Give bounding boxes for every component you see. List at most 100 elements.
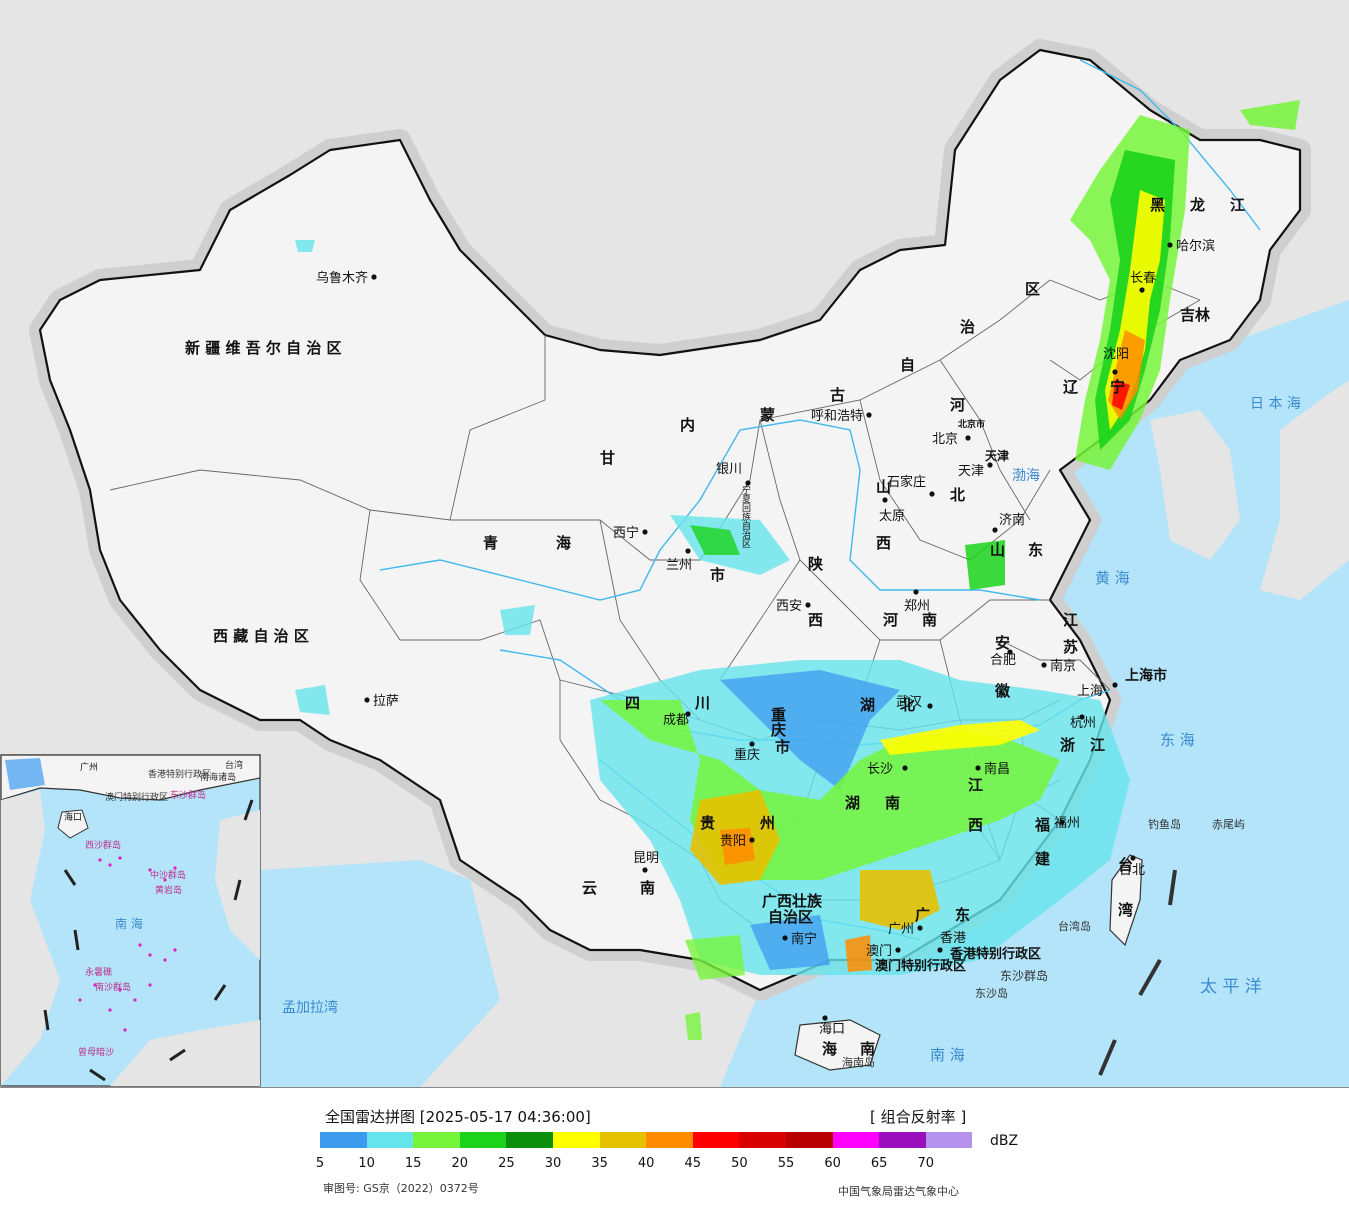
city-label-beijing: 北京 [932, 432, 958, 447]
legend-colorbar [320, 1132, 973, 1148]
province-label-sichuan-1: 四 [625, 694, 640, 712]
legend-swatch [832, 1132, 880, 1148]
city-dot-hangzhou [1079, 714, 1085, 720]
city-label-shijiazhuang: 石家庄 [887, 474, 926, 490]
legend-swatch [459, 1132, 507, 1148]
inset-label-yongshujiao: 永暑礁 [85, 966, 112, 978]
legend-swatch [552, 1132, 600, 1148]
province-label-qinghai-2: 海 [556, 534, 571, 552]
province-label-heilongjiang-2: 龙 [1189, 196, 1205, 214]
inset-borneo [110, 1020, 260, 1086]
city-label-hongkong-city: 香港 [940, 931, 966, 946]
legend-unit: dBZ [990, 1133, 1019, 1149]
inset-map [0, 754, 261, 1087]
city-dot-hongkong-city [937, 947, 943, 953]
city-label-harbin: 哈尔滨 [1176, 238, 1215, 254]
legend-tick: 55 [777, 1156, 795, 1171]
echo-nanning-blue [750, 915, 830, 970]
city-label-nanjing: 南京 [1050, 658, 1076, 674]
province-label-ningxia: 宁夏回族自治区 [740, 484, 751, 548]
city-label-taiyuan: 太原 [879, 509, 905, 524]
legend-swatch [692, 1132, 740, 1148]
city-label-lhasa: 拉萨 [373, 694, 399, 709]
island-label-taiwandao: 台湾岛 [1058, 919, 1091, 933]
city-dot-taipei [1130, 855, 1136, 861]
province-label-zhejiang-1: 浙 [1060, 736, 1075, 754]
legend-title: 全国雷达拼图 [2025-05-17 04:36:00] [325, 1108, 591, 1126]
city-label-hefei: 合肥 [990, 653, 1016, 668]
province-label-shanxi-1: 山 [876, 478, 891, 496]
city-label-nanchang: 南昌 [984, 761, 1010, 777]
province-label-hainan-2: 南 [860, 1040, 875, 1058]
province-label-neimenggu-4: 自 [900, 356, 915, 374]
echo-guangxi-orange [845, 935, 872, 972]
city-label-chengdu: 成都 [663, 713, 689, 728]
city-dot-beijing [965, 435, 971, 441]
city-label-urumqi: 乌鲁木齐 [316, 270, 368, 286]
inset-islands [78, 856, 177, 1032]
province-label-henan-1: 河 [883, 611, 898, 629]
sea-label-ribenhai: 日 本 海 [1250, 396, 1301, 412]
province-label-shaanxi-1: 陕 [808, 555, 823, 573]
province-label-heilongjiang-1: 黑 [1150, 196, 1165, 214]
legend-swatch [506, 1132, 553, 1148]
city-dot-changchun [1139, 287, 1145, 293]
inset-label-taiwan: 台湾 [225, 759, 243, 771]
city-label-xining: 西宁 [613, 525, 639, 541]
legend-swatch [599, 1132, 647, 1148]
echo-beibu [685, 1012, 702, 1040]
city-dot-shenyang [1112, 369, 1118, 375]
city-label-yinchuan: 银川 [716, 462, 742, 477]
city-dot-jinan [992, 527, 998, 533]
city-label-guiyang: 贵阳 [720, 834, 746, 849]
city-dot-lhasa [364, 697, 370, 703]
province-label-anhui-2: 徽 [994, 682, 1011, 700]
city-dot-guiyang [749, 837, 755, 843]
legend-tick: 35 [591, 1156, 608, 1171]
city-dot-nanchang [975, 765, 981, 771]
city-dot-taiyuan [882, 497, 888, 503]
legend-tick: 70 [917, 1156, 935, 1171]
ocean-bay-of-bengal [260, 860, 500, 1087]
sea-label-taipingyang: 太 平 洋 [1200, 977, 1262, 997]
city-label-jinan: 济南 [999, 512, 1025, 528]
map-labels: 新 疆 维 吾 尔 自 治 区西 藏 自 治 区青 海甘内蒙古自治区黑龙江吉 林辽宁… [64, 196, 1301, 1069]
legend-tick: 40 [637, 1156, 655, 1171]
city-dot-lanzhou [685, 548, 691, 554]
city-dot-kunming [642, 867, 648, 873]
inset-label-zhongsha: 中沙群岛 [150, 869, 186, 881]
echo-guangdong-yellow [860, 870, 940, 930]
legend-tick: 5 [315, 1156, 325, 1171]
province-label-guangdong-2: 东 [955, 906, 970, 924]
sea-label-nanhai: 南 海 [930, 1046, 965, 1064]
city-dot-wuhan [927, 703, 933, 709]
province-label-tianjin: 天津 [985, 448, 1009, 463]
province-label-gansu-city: 市 [710, 566, 725, 584]
city-label-nanning: 南宁 [791, 931, 817, 947]
city-dot-zhengzhou [913, 589, 919, 595]
province-label-guizhou-1: 贵 [700, 814, 715, 832]
province-label-guangxi-2: 自治区 [768, 908, 813, 926]
province-label-xinjiang: 新 疆 维 吾 尔 自 治 区 [185, 339, 342, 357]
province-label-neimenggu-6: 区 [1025, 280, 1040, 298]
city-dot-chengdu [685, 711, 691, 717]
province-label-jilin-2: 林 [1195, 306, 1211, 324]
inset-dash-line [43, 799, 254, 1082]
legend-approval: 审图号: GS京（2022）0372号 [323, 1182, 479, 1195]
legend-swatch [366, 1132, 414, 1148]
province-label-jiangsu-1: 江 [1063, 611, 1078, 629]
city-label-shanghai-city: 上海 [1077, 684, 1103, 699]
province-label-hebei-2: 北 [950, 486, 965, 504]
inset-label-dongsha: 东沙群岛 [170, 789, 206, 801]
inset-label-xisha: 西沙群岛 [85, 839, 121, 851]
sea-label-bohai: 渤海 [1012, 468, 1040, 484]
inset-label-nansha: 南沙群岛 [95, 981, 131, 993]
echo-guizhou-orange [720, 828, 755, 865]
legend-tick: 45 [684, 1156, 702, 1171]
province-label-shandong-1: 山 [990, 541, 1005, 559]
province-label-neimenggu-5: 治 [960, 318, 975, 336]
legend-tick: 30 [544, 1156, 562, 1171]
city-dot-hefei [1007, 649, 1013, 655]
inset-label-nanhai-zhudao: 南海诸岛 [200, 771, 236, 783]
city-label-macau-city: 澳门 [866, 943, 892, 959]
